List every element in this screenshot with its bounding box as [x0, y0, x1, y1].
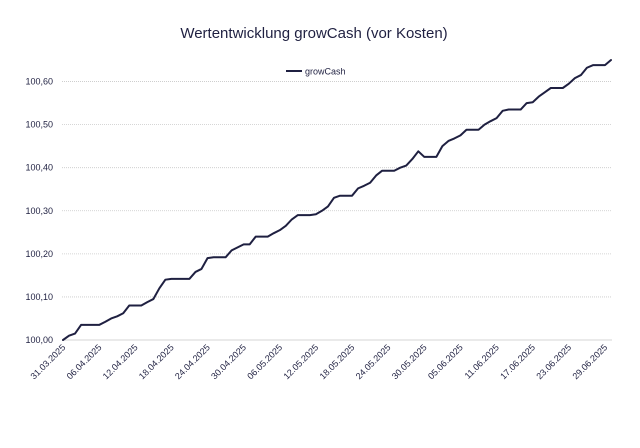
x-tick-label: 12.04.2025: [101, 342, 140, 381]
x-tick-label: 06.05.2025: [245, 342, 284, 381]
grid-layer: [62, 81, 612, 341]
x-tick-label: 24.05.2025: [354, 342, 393, 381]
y-tick-label: 100,40: [25, 163, 53, 173]
legend: growCash: [286, 67, 346, 77]
x-tick-label: 31.03.2025: [28, 342, 67, 381]
series-layer: [62, 59, 612, 341]
y-tick-label: 100,00: [25, 335, 53, 345]
x-tick-label: 24.04.2025: [173, 342, 212, 381]
x-tick-label: 06.04.2025: [65, 342, 104, 381]
y-axis-ticks: 100,00 100,10 100,20 100,30 100,40 100,50 100,…: [25, 77, 53, 345]
series-line-growcash: [62, 59, 612, 341]
x-tick-label: 30.05.2025: [390, 342, 429, 381]
x-tick-label: 05.06.2025: [426, 342, 465, 381]
y-tick-label: 100,60: [25, 77, 53, 87]
y-tick-label: 100,50: [25, 120, 53, 130]
legend-label: growCash: [305, 67, 346, 77]
y-tick-label: 100,30: [25, 206, 53, 216]
chart-title: Wertentwicklung growCash (vor Kosten): [180, 25, 447, 42]
x-tick-label: 29.06.2025: [570, 342, 609, 381]
y-tick-label: 100,20: [25, 249, 53, 259]
x-tick-label: 30.04.2025: [209, 342, 248, 381]
x-tick-label: 11.06.2025: [463, 342, 501, 380]
x-axis-ticks: 31.03.202506.04.202512.04.202518.04.2025…: [28, 342, 609, 381]
x-tick-label: 23.06.2025: [534, 342, 573, 381]
x-tick-label: 17.06.2025: [498, 342, 537, 381]
y-tick-label: 100,10: [25, 292, 53, 302]
x-tick-label: 18.05.2025: [318, 342, 357, 381]
x-tick-label: 18.04.2025: [137, 342, 176, 381]
x-tick-label: 12.05.2025: [281, 342, 320, 381]
